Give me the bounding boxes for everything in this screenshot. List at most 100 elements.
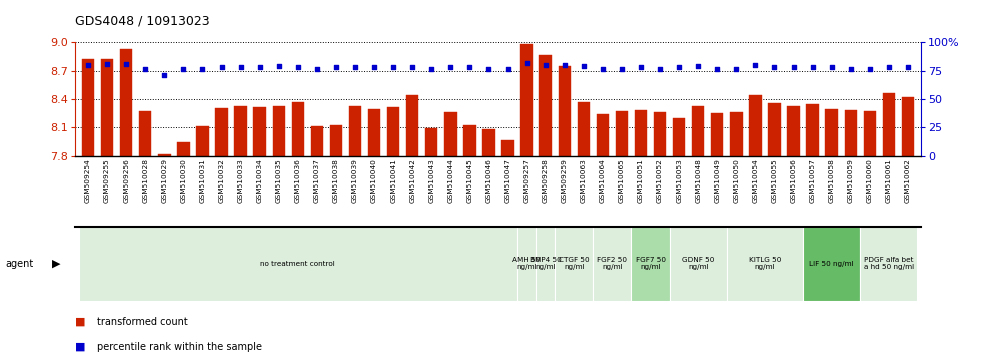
Bar — [803, 227, 861, 301]
Text: GSM510037: GSM510037 — [314, 158, 320, 203]
Bar — [139, 112, 151, 156]
Point — [347, 64, 363, 70]
Text: GSM510051: GSM510051 — [638, 158, 644, 203]
Bar — [536, 227, 555, 301]
Point — [595, 66, 611, 72]
Point — [767, 64, 783, 70]
Text: GSM510058: GSM510058 — [829, 158, 835, 203]
Point — [309, 66, 325, 72]
Text: agent: agent — [5, 259, 33, 269]
Bar — [882, 93, 895, 156]
Text: GSM510047: GSM510047 — [505, 158, 511, 203]
Bar — [101, 58, 114, 156]
Bar — [864, 112, 876, 156]
Bar — [594, 227, 631, 301]
Bar — [861, 227, 917, 301]
Point — [423, 66, 439, 72]
Text: GSM510039: GSM510039 — [352, 158, 358, 203]
Bar — [711, 113, 723, 156]
Bar — [597, 114, 610, 156]
Bar — [311, 126, 323, 156]
Point — [461, 64, 477, 70]
Bar — [807, 104, 819, 156]
Text: PDGF alfa bet
a hd 50 ng/ml: PDGF alfa bet a hd 50 ng/ml — [864, 257, 914, 270]
Bar — [578, 102, 590, 156]
Text: GSM509256: GSM509256 — [124, 158, 129, 202]
Bar — [177, 142, 189, 156]
Point — [290, 64, 306, 70]
Text: GDNF 50
ng/ml: GDNF 50 ng/ml — [682, 257, 714, 270]
Text: LIF 50 ng/ml: LIF 50 ng/ml — [810, 261, 854, 267]
Point — [500, 66, 516, 72]
Bar — [768, 103, 781, 156]
Point — [690, 63, 706, 69]
Text: GSM510054: GSM510054 — [752, 158, 758, 202]
Point — [671, 64, 687, 70]
Text: GSM510041: GSM510041 — [390, 158, 396, 203]
Text: GSM510065: GSM510065 — [619, 158, 624, 202]
Bar — [292, 102, 304, 156]
Text: GSM510055: GSM510055 — [772, 158, 778, 202]
Bar — [215, 108, 228, 156]
Point — [805, 64, 821, 70]
Text: GSM510034: GSM510034 — [257, 158, 263, 202]
Text: GSM510040: GSM510040 — [372, 158, 377, 203]
Bar — [901, 97, 914, 156]
Text: GSM510057: GSM510057 — [810, 158, 816, 203]
Point — [100, 61, 116, 67]
Text: GDS4048 / 10913023: GDS4048 / 10913023 — [75, 14, 209, 27]
Text: GSM510043: GSM510043 — [428, 158, 434, 202]
Point — [747, 62, 763, 68]
Bar — [631, 227, 669, 301]
Text: GSM510030: GSM510030 — [180, 158, 186, 203]
Bar — [673, 118, 685, 156]
Point — [652, 66, 668, 72]
Text: GSM509258: GSM509258 — [543, 158, 549, 203]
Point — [728, 66, 744, 72]
Text: GSM510033: GSM510033 — [238, 158, 244, 202]
Bar — [482, 129, 495, 156]
Text: GSM510044: GSM510044 — [447, 158, 453, 202]
Text: GSM510053: GSM510053 — [676, 158, 682, 202]
Bar — [517, 227, 536, 301]
Text: GSM510063: GSM510063 — [581, 158, 587, 202]
Text: GSM510059: GSM510059 — [848, 158, 854, 203]
Point — [385, 64, 401, 70]
Text: GSM510060: GSM510060 — [867, 158, 872, 203]
Bar — [669, 227, 727, 301]
Bar — [692, 106, 704, 156]
Text: GSM510028: GSM510028 — [142, 158, 148, 203]
Bar — [368, 109, 380, 156]
Point — [709, 66, 725, 72]
Text: percentile rank within the sample: percentile rank within the sample — [97, 342, 262, 352]
Bar — [158, 154, 170, 156]
Text: GSM510061: GSM510061 — [885, 158, 891, 203]
Text: transformed count: transformed count — [97, 317, 187, 327]
Point — [519, 60, 535, 66]
Point — [252, 64, 268, 70]
Point — [367, 64, 382, 70]
Text: GSM509259: GSM509259 — [562, 158, 568, 203]
Point — [175, 66, 191, 72]
Text: GSM510049: GSM510049 — [714, 158, 720, 203]
Text: CTGF 50
ng/ml: CTGF 50 ng/ml — [559, 257, 590, 270]
Bar — [749, 95, 762, 156]
Point — [786, 64, 802, 70]
Point — [614, 66, 629, 72]
Text: GSM510031: GSM510031 — [199, 158, 205, 203]
Point — [480, 66, 496, 72]
Text: FGF2 50
ng/ml: FGF2 50 ng/ml — [598, 257, 627, 270]
Text: GSM510032: GSM510032 — [218, 158, 224, 203]
Text: GSM510048: GSM510048 — [695, 158, 701, 203]
Text: GSM510062: GSM510062 — [905, 158, 911, 203]
Bar — [654, 112, 666, 156]
Point — [213, 64, 229, 70]
Text: KITLG 50
ng/ml: KITLG 50 ng/ml — [749, 257, 781, 270]
Bar — [826, 109, 838, 156]
Bar — [559, 66, 571, 156]
Bar — [386, 107, 399, 156]
Bar — [616, 112, 628, 156]
Bar — [273, 106, 285, 156]
Bar — [330, 125, 342, 156]
Bar — [788, 106, 800, 156]
